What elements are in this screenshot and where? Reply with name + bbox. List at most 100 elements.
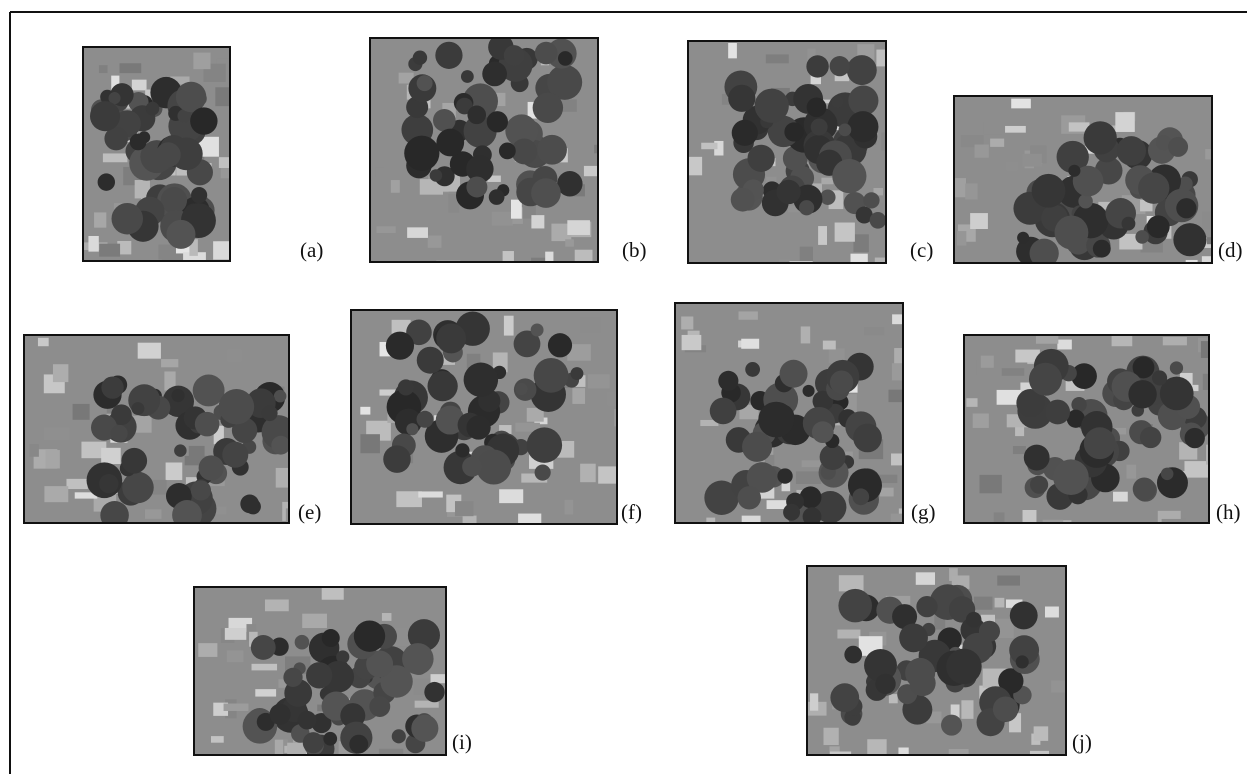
tree-canopy: [905, 658, 935, 688]
tree-canopy: [718, 371, 738, 391]
building: [463, 516, 477, 524]
building: [45, 450, 59, 468]
building: [1162, 519, 1186, 535]
tree-canopy: [1152, 370, 1167, 385]
aerial-photo: [675, 303, 921, 535]
building: [575, 250, 593, 262]
panel-label: (e): [298, 500, 321, 524]
tree-canopy: [558, 51, 573, 66]
building: [275, 740, 283, 759]
figure: (a)(b)(c)(d)(e)(f)(g)(h)(i)(j): [0, 0, 1247, 774]
building: [706, 518, 715, 535]
tree-canopy: [710, 398, 737, 425]
tree-canopy: [557, 171, 582, 196]
aerial-photo: [83, 47, 245, 275]
tree-canopy: [731, 188, 755, 212]
building: [379, 749, 403, 769]
building: [567, 220, 590, 235]
tree-canopy: [303, 732, 324, 753]
building: [213, 241, 238, 259]
tree-canopy: [1122, 217, 1136, 231]
tree-canopy: [146, 102, 160, 116]
building: [150, 260, 162, 275]
tree-canopy: [803, 385, 815, 397]
tree-canopy: [467, 106, 486, 125]
building: [853, 234, 868, 252]
building: [981, 356, 994, 368]
tree-canopy: [1055, 216, 1089, 250]
building: [227, 650, 244, 662]
building: [970, 213, 988, 229]
building: [418, 491, 443, 497]
tree-canopy: [1133, 478, 1156, 501]
building: [138, 343, 161, 359]
building: [975, 145, 989, 158]
tree-canopy: [402, 643, 434, 675]
tree-canopy: [436, 323, 466, 353]
tree-canopy: [830, 56, 850, 76]
building: [800, 247, 813, 262]
tree-canopy: [758, 402, 794, 438]
tree-canopy: [1010, 602, 1038, 630]
building: [499, 489, 523, 503]
tree-canopy: [1084, 121, 1117, 154]
building: [1112, 335, 1133, 346]
building: [889, 390, 914, 402]
tree-canopy: [531, 324, 544, 337]
aerial-photo: [954, 96, 1229, 269]
tree-canopy: [386, 332, 414, 360]
building: [511, 200, 522, 219]
tree-canopy: [1017, 232, 1029, 244]
building: [823, 341, 836, 350]
building: [73, 404, 90, 420]
building: [376, 226, 395, 233]
building: [224, 704, 249, 711]
building: [810, 693, 818, 710]
tree-canopy: [946, 649, 982, 685]
building: [1065, 695, 1082, 714]
tree-canopy: [852, 488, 869, 505]
tree-canopy: [515, 383, 527, 395]
building: [189, 446, 205, 461]
tree-canopy: [436, 129, 464, 157]
tree-canopy: [111, 425, 128, 442]
aerial-photo: [807, 566, 1082, 764]
building: [227, 349, 241, 361]
building: [796, 471, 821, 484]
tree-canopy: [455, 443, 469, 457]
building: [145, 509, 161, 518]
tree-canopy: [1161, 468, 1174, 481]
tree-canopy: [1140, 427, 1161, 448]
building: [1007, 162, 1018, 171]
building: [255, 689, 276, 696]
tree-canopy: [98, 173, 115, 190]
tree-canopy: [100, 501, 129, 530]
tree-canopy: [535, 42, 558, 65]
tree-canopy: [993, 696, 1018, 721]
building: [38, 338, 49, 346]
building: [728, 43, 737, 58]
tree-canopy: [966, 612, 982, 628]
tree-canopy: [812, 421, 834, 443]
tree-canopy: [462, 457, 482, 477]
tree-canopy: [844, 646, 862, 664]
building: [503, 251, 514, 268]
tree-canopy: [1147, 215, 1170, 238]
tree-canopy: [99, 474, 118, 493]
building: [588, 374, 610, 388]
tree-canopy: [424, 682, 444, 702]
panel-label: (j): [1072, 730, 1092, 754]
tree-canopy: [156, 142, 181, 167]
tree-canopy: [461, 70, 474, 83]
tree-canopy: [533, 93, 563, 123]
building: [407, 227, 428, 238]
building: [211, 736, 224, 743]
building: [1126, 465, 1136, 479]
tree-canopy: [417, 347, 444, 374]
panel-label: (g): [911, 500, 936, 524]
tree-canopy: [534, 358, 569, 393]
building: [518, 514, 541, 531]
tree-canopy: [780, 360, 808, 388]
tree-canopy: [369, 696, 390, 717]
tree-canopy: [262, 405, 278, 421]
